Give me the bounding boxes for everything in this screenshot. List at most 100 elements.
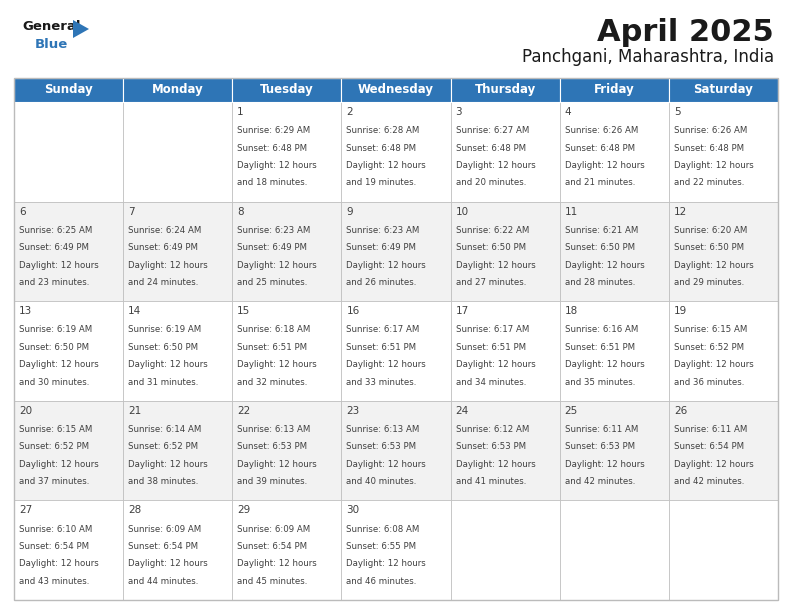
Text: and 26 minutes.: and 26 minutes. [346,278,417,287]
Text: Sunrise: 6:09 AM: Sunrise: 6:09 AM [238,524,310,534]
Text: 9: 9 [346,207,353,217]
Text: and 37 minutes.: and 37 minutes. [19,477,89,487]
Text: Sunset: 6:54 PM: Sunset: 6:54 PM [19,542,89,551]
Text: Daylight: 12 hours: Daylight: 12 hours [674,161,754,170]
Text: Sunset: 6:50 PM: Sunset: 6:50 PM [455,243,526,252]
Bar [341,301,451,401]
Text: and 39 minutes.: and 39 minutes. [238,477,307,487]
Text: Daylight: 12 hours: Daylight: 12 hours [346,261,426,270]
Text: 4: 4 [565,107,571,117]
Bar [341,201,451,301]
Text: Panchgani, Maharashtra, India: Panchgani, Maharashtra, India [522,48,774,66]
Text: and 25 minutes.: and 25 minutes. [238,278,307,287]
Bar [341,102,451,201]
Text: Daylight: 12 hours: Daylight: 12 hours [238,261,317,270]
Text: 19: 19 [674,306,687,316]
Text: Tuesday: Tuesday [260,83,314,97]
Text: Sunrise: 6:08 AM: Sunrise: 6:08 AM [346,524,420,534]
Text: and 21 minutes.: and 21 minutes. [565,179,635,187]
Bar [14,78,778,600]
Text: Sunrise: 6:26 AM: Sunrise: 6:26 AM [565,126,638,135]
Text: and 36 minutes.: and 36 minutes. [674,378,744,387]
Text: Sunrise: 6:29 AM: Sunrise: 6:29 AM [238,126,310,135]
Text: and 44 minutes.: and 44 minutes. [128,577,199,586]
Text: Daylight: 12 hours: Daylight: 12 hours [128,261,208,270]
Text: 26: 26 [674,406,687,416]
Bar [451,301,560,401]
Text: 25: 25 [565,406,578,416]
Text: Sunday: Sunday [44,83,93,97]
Text: Sunset: 6:49 PM: Sunset: 6:49 PM [238,243,307,252]
Text: Daylight: 12 hours: Daylight: 12 hours [19,360,99,369]
Text: Sunset: 6:53 PM: Sunset: 6:53 PM [238,442,307,452]
Bar [451,201,560,301]
Text: Sunset: 6:53 PM: Sunset: 6:53 PM [565,442,635,452]
Text: Sunrise: 6:19 AM: Sunrise: 6:19 AM [128,326,201,334]
Text: Daylight: 12 hours: Daylight: 12 hours [565,161,645,170]
Text: Sunrise: 6:13 AM: Sunrise: 6:13 AM [238,425,310,434]
Bar [232,501,341,600]
Text: Daylight: 12 hours: Daylight: 12 hours [238,460,317,469]
Text: Sunset: 6:52 PM: Sunset: 6:52 PM [674,343,744,352]
Bar [14,301,123,401]
Text: and 35 minutes.: and 35 minutes. [565,378,635,387]
Bar [341,501,451,600]
Text: Daylight: 12 hours: Daylight: 12 hours [346,559,426,569]
Bar [451,401,560,501]
Text: Daylight: 12 hours: Daylight: 12 hours [674,360,754,369]
Text: Sunset: 6:51 PM: Sunset: 6:51 PM [455,343,526,352]
Text: Sunrise: 6:28 AM: Sunrise: 6:28 AM [346,126,420,135]
Text: Daylight: 12 hours: Daylight: 12 hours [455,161,535,170]
Text: 18: 18 [565,306,578,316]
Text: Daylight: 12 hours: Daylight: 12 hours [346,460,426,469]
Text: and 42 minutes.: and 42 minutes. [674,477,744,487]
Text: Daylight: 12 hours: Daylight: 12 hours [238,360,317,369]
Text: and 38 minutes.: and 38 minutes. [128,477,199,487]
Text: 2: 2 [346,107,353,117]
Text: and 19 minutes.: and 19 minutes. [346,179,417,187]
Text: 11: 11 [565,207,578,217]
Text: 23: 23 [346,406,360,416]
Text: and 23 minutes.: and 23 minutes. [19,278,89,287]
Bar [123,301,232,401]
Bar [560,78,669,102]
Text: 24: 24 [455,406,469,416]
Text: Sunrise: 6:09 AM: Sunrise: 6:09 AM [128,524,201,534]
Text: Sunrise: 6:26 AM: Sunrise: 6:26 AM [674,126,747,135]
Text: Sunrise: 6:15 AM: Sunrise: 6:15 AM [19,425,93,434]
Text: Sunset: 6:50 PM: Sunset: 6:50 PM [128,343,198,352]
Text: Daylight: 12 hours: Daylight: 12 hours [128,460,208,469]
Text: April 2025: April 2025 [597,18,774,47]
Text: Sunset: 6:54 PM: Sunset: 6:54 PM [128,542,198,551]
Text: Daylight: 12 hours: Daylight: 12 hours [455,360,535,369]
Text: 8: 8 [238,207,244,217]
Text: Sunset: 6:50 PM: Sunset: 6:50 PM [565,243,635,252]
Text: Friday: Friday [594,83,634,97]
Text: and 22 minutes.: and 22 minutes. [674,179,744,187]
Text: Sunrise: 6:18 AM: Sunrise: 6:18 AM [238,326,310,334]
Text: Thursday: Thursday [474,83,535,97]
Text: Sunset: 6:53 PM: Sunset: 6:53 PM [346,442,417,452]
Bar [560,102,669,201]
Bar [669,201,778,301]
Text: Sunset: 6:49 PM: Sunset: 6:49 PM [346,243,417,252]
Text: Daylight: 12 hours: Daylight: 12 hours [565,360,645,369]
Text: Sunrise: 6:20 AM: Sunrise: 6:20 AM [674,226,747,235]
Text: Daylight: 12 hours: Daylight: 12 hours [19,559,99,569]
Text: 10: 10 [455,207,469,217]
Bar [123,501,232,600]
Text: and 20 minutes.: and 20 minutes. [455,179,526,187]
Text: Sunrise: 6:11 AM: Sunrise: 6:11 AM [565,425,638,434]
Bar [14,201,123,301]
Text: and 33 minutes.: and 33 minutes. [346,378,417,387]
Text: 15: 15 [238,306,250,316]
Text: 22: 22 [238,406,250,416]
Bar [232,201,341,301]
Text: Wednesday: Wednesday [358,83,434,97]
Text: and 42 minutes.: and 42 minutes. [565,477,635,487]
Text: Sunset: 6:48 PM: Sunset: 6:48 PM [455,144,526,152]
Text: 30: 30 [346,506,360,515]
Text: and 43 minutes.: and 43 minutes. [19,577,89,586]
Text: Sunset: 6:55 PM: Sunset: 6:55 PM [346,542,417,551]
Bar [669,301,778,401]
